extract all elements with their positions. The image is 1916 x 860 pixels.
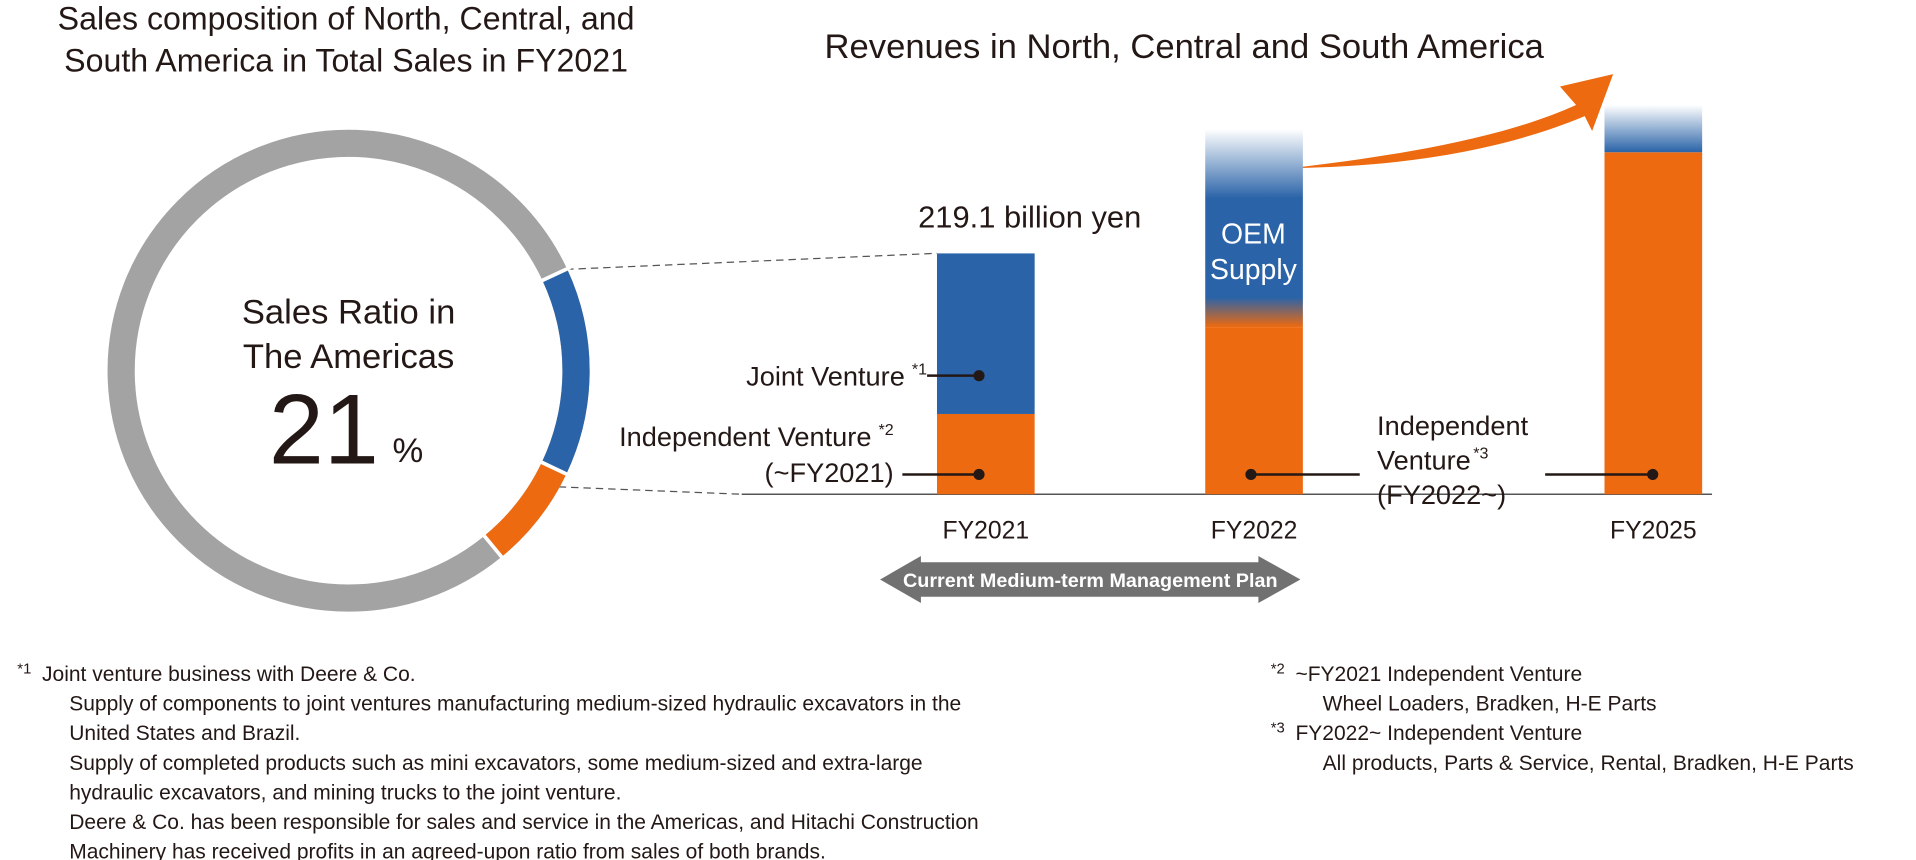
footnote-line: United States and Brazil. (69, 722, 300, 745)
footnote-line: FY2022~ Independent Venture (1295, 722, 1582, 745)
footnote-mark: *2 (1271, 661, 1285, 677)
donut-title: Sales composition of North, Central, and (58, 1, 635, 37)
leader-dot (973, 468, 985, 481)
segment-gap (538, 265, 572, 284)
total-label: 219.1 billion yen (918, 199, 1141, 234)
footnote-line: Wheel Loaders, Bradken, H-E Parts (1323, 692, 1657, 715)
donut-unit: % (393, 432, 424, 470)
annotation: Joint Venture (746, 361, 905, 392)
footnote-line: Machinery has received profits in an agr… (69, 841, 826, 860)
donut-value: 21 (269, 373, 379, 484)
annotation-sup: *1 (912, 360, 927, 378)
bar-segment (1604, 104, 1703, 153)
growth-arrow (1291, 74, 1614, 169)
annotation: (~FY2021) (765, 457, 894, 488)
oem-label: OEM (1221, 218, 1286, 250)
footnote-line: Deere & Co. has been responsible for sal… (69, 811, 978, 834)
x-tick-label: FY2025 (1610, 518, 1697, 545)
footnote-line: Joint venture business with Deere & Co. (42, 663, 416, 686)
bar-segment (1205, 129, 1303, 328)
footnote-mark: *1 (17, 661, 31, 677)
x-tick-label: FY2022 (1211, 518, 1298, 545)
donut-label: Sales Ratio in (242, 294, 455, 332)
leader-dot (1245, 468, 1257, 481)
annotation: Independent Venture (619, 421, 871, 452)
bar-segment (1205, 327, 1303, 495)
annotation: Independent (1377, 410, 1529, 441)
footnote-mark: *3 (1271, 721, 1285, 737)
chart-title: Revenues in North, Central and South Ame… (825, 28, 1545, 66)
donut-title: South America in Total Sales in FY2021 (64, 43, 628, 79)
segment-gap (537, 459, 571, 478)
annotation: (FY2022~) (1377, 479, 1506, 510)
bar-segment (936, 413, 1035, 495)
bar-segment (936, 253, 1035, 414)
leader-dot (973, 370, 985, 382)
connector (566, 252, 938, 270)
x-tick-label: FY2021 (943, 518, 1030, 545)
bar-segment (1604, 152, 1703, 495)
footnote-line: ~FY2021 Independent Venture (1295, 663, 1582, 686)
plan-label: Current Medium-term Management Plan (903, 570, 1278, 592)
annotation-sup: *3 (1473, 444, 1488, 462)
connector (558, 486, 742, 495)
footnote-line: All products, Parts & Service, Rental, B… (1323, 752, 1854, 775)
donut-segment (484, 462, 567, 557)
footnote-line: Supply of completed products such as min… (69, 752, 922, 775)
footnote-line: Supply of components to joint ventures m… (69, 692, 961, 715)
oem-label: Supply (1210, 254, 1298, 286)
leader-dot (1647, 468, 1659, 481)
donut-segment (541, 268, 590, 475)
donut-label: The Americas (243, 338, 455, 376)
segment-gap (480, 531, 506, 561)
footnote-line: hydraulic excavators, and mining trucks … (69, 781, 621, 804)
plan-arrow (880, 556, 1301, 603)
annotation-sup: *2 (879, 421, 894, 439)
annotation: Venture (1377, 445, 1471, 476)
